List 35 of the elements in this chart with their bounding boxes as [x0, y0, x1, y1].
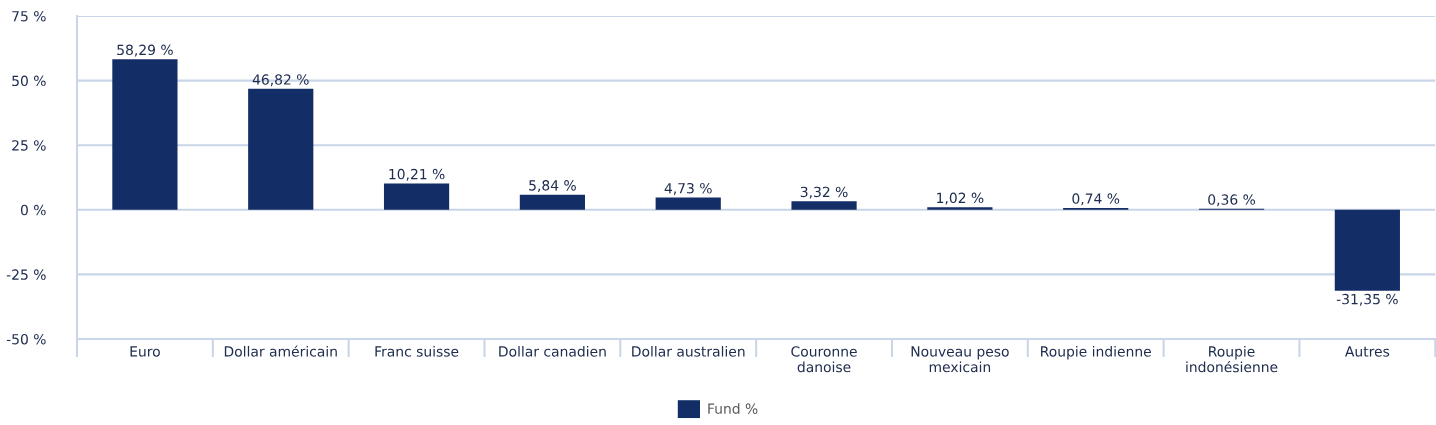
x-tick-label: Dollar australien	[632, 345, 745, 357]
x-tick-label: Euro	[130, 346, 160, 357]
data-label: 5,84 %	[529, 180, 576, 193]
data-label: 4,73 %	[664, 182, 712, 195]
x-tick-label: Autres	[1345, 346, 1390, 357]
y-tick-label: 50 %	[12, 75, 46, 87]
bar	[1334, 209, 1400, 291]
bar	[248, 88, 314, 210]
x-tick-label: Franc suisse	[375, 345, 459, 357]
data-label: 46,82 %	[252, 74, 309, 87]
bar	[112, 59, 178, 210]
x-tick-label: Dollar américain	[224, 345, 337, 357]
data-label: 0,36 %	[1208, 194, 1256, 207]
x-tick-label: Nouveau peso mexicain	[911, 346, 1009, 373]
bar	[519, 194, 585, 210]
y-tick-label: 25 %	[12, 140, 46, 151]
data-label: 3,32 %	[800, 186, 848, 199]
data-label: 0,74 %	[1072, 193, 1120, 206]
y-tick-label: 0 %	[20, 204, 46, 216]
y-tick-label: -25 %	[6, 269, 46, 280]
x-tick-label: Couronne danoise	[791, 346, 857, 373]
data-label: -31,35 %	[1336, 293, 1398, 306]
x-tick-label: Dollar canadien	[499, 345, 606, 357]
bar	[383, 183, 450, 210]
bar	[927, 207, 993, 210]
y-tick-label: -50 %	[6, 333, 46, 345]
bar	[791, 201, 857, 210]
data-label: 10,21 %	[389, 168, 445, 181]
legend-label: Fund %	[708, 403, 758, 414]
y-tick-label: 75 %	[12, 10, 46, 22]
x-tick-label: Roupie indonésienne	[1186, 345, 1278, 373]
data-label: 1,02 %	[937, 192, 984, 205]
data-label: 58,29 %	[117, 44, 173, 57]
x-tick-label: Roupie indienne	[1041, 345, 1151, 360]
bar	[655, 197, 721, 210]
